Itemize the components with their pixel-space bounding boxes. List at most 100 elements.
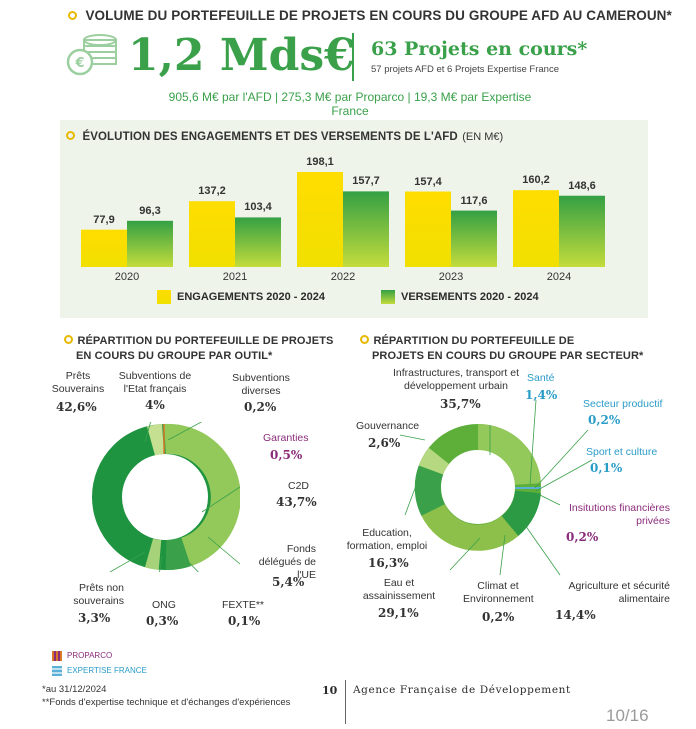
svg-text:€: € xyxy=(74,56,84,71)
bar-engagements-2021 xyxy=(189,201,235,267)
legend-engagements-swatch xyxy=(157,290,171,304)
secteur-label-gouvernance: Gouvernance xyxy=(356,420,420,432)
outil-value-subventions-etat: 4% xyxy=(145,398,165,412)
legend-versements-swatch xyxy=(381,290,395,304)
outil-value-fonds-ue: 5,4% xyxy=(272,575,305,589)
secteur-value-eau: 29,1% xyxy=(378,606,419,620)
bar-engagements-2024 xyxy=(513,190,559,267)
secteur-donut-chart xyxy=(414,423,541,551)
projects-count: 63 Projets en cours* xyxy=(371,38,588,60)
header-divider xyxy=(352,33,354,81)
outil-label-prets-souverains: Prêts Souverains xyxy=(51,370,105,395)
footnote-fexte: **Fonds d'expertise technique et d'échan… xyxy=(42,697,291,708)
bar-label-engagements-2024: 160,2 xyxy=(522,174,550,187)
outil-title-line1: RÉPARTITION DU PORTEFEUILLE DE PROJETS xyxy=(77,335,334,347)
bar-label-versements-2022: 157,7 xyxy=(352,175,380,188)
bullet-ring-icon xyxy=(68,11,77,21)
secteur-value-agriculture: 14,4% xyxy=(555,608,596,622)
outil-value-fexte: 0,1% xyxy=(228,614,261,628)
page-number: 10 xyxy=(322,684,338,697)
chart-title-row: ÉVOLUTION DES ENGAGEMENTS ET DES VERSEME… xyxy=(66,127,503,145)
bar-label-versements-2020: 96,3 xyxy=(139,204,161,217)
projects-detail: 57 projets AFD et 6 Projets Expertise Fr… xyxy=(371,64,559,75)
header-title: VOLUME DU PORTEFEUILLE DE PROJETS EN COU… xyxy=(85,8,672,23)
x-tick-2024: 2024 xyxy=(546,271,572,283)
secteur-label-sport: Sport et culture xyxy=(586,446,658,458)
outil-value-garanties: 0,5% xyxy=(270,448,303,462)
amount-breakdown: 905,6 M€ par l'AFD | 275,3 M€ par Propar… xyxy=(168,90,532,118)
secteur-label-secteur-productif: Secteur productif xyxy=(583,398,663,410)
secteur-value-secteur-productif: 0,2% xyxy=(588,413,621,427)
bar-label-versements-2021: 103,4 xyxy=(244,201,272,214)
secteur-label-eau: Eau et assainissement xyxy=(362,577,436,602)
donut-segment-infrastructures-2 xyxy=(477,423,541,486)
bar-label-engagements-2021: 137,2 xyxy=(198,185,226,198)
x-tick-2023: 2023 xyxy=(438,271,464,283)
secteur-label-education: Education, formation, emploi xyxy=(346,527,428,552)
bar-label-versements-2024: 148,6 xyxy=(568,179,596,192)
bar-versements-2022 xyxy=(343,191,389,267)
outil-title: RÉPARTITION DU PORTEFEUILLE DE PROJETS E… xyxy=(64,333,333,363)
secteur-value-institutions: 0,2% xyxy=(566,530,599,544)
secteur-value-climat: 0,2% xyxy=(482,610,515,624)
proparco-label: PROPARCO xyxy=(67,651,113,660)
donut-segment-fonds-ue xyxy=(165,537,191,570)
outil-value-ong: 0,3% xyxy=(146,614,179,628)
bar-label-engagements-2022: 198,1 xyxy=(306,156,334,168)
secteur-leader-lines xyxy=(399,399,593,576)
outil-label-c2d: C2D xyxy=(288,480,310,492)
secteur-label-agriculture: Agriculture et sécurité alimentaire xyxy=(568,580,670,605)
secteur-value-sport: 0,1% xyxy=(590,461,623,475)
x-tick-2020: 2020 xyxy=(114,271,140,283)
expertise-swatch xyxy=(52,666,62,676)
footer-divider xyxy=(345,680,346,724)
outil-value-prets-non-souverains: 3,3% xyxy=(78,611,111,625)
secteur-label-climat: Climat et Environnement xyxy=(463,580,534,605)
header-title-row: VOLUME DU PORTEFEUILLE DE PROJETS EN COU… xyxy=(68,7,672,25)
outil-label-fexte: FEXTE** xyxy=(222,599,265,611)
outil-value-c2d: 43,7% xyxy=(276,495,317,509)
legend-versements-label: VERSEMENTS 2020 - 2024 xyxy=(401,291,539,303)
donut-segment-c2d xyxy=(164,423,240,567)
donut-segment-education xyxy=(414,465,445,516)
bar-label-engagements-2020: 77,9 xyxy=(93,213,115,226)
outil-label-ong: ONG xyxy=(152,599,176,611)
chart-title: ÉVOLUTION DES ENGAGEMENTS ET DES VERSEME… xyxy=(82,131,458,143)
secteur-value-gouvernance: 2,6% xyxy=(368,436,401,450)
secteur-value-education: 16,3% xyxy=(368,556,409,570)
bullet-ring-icon xyxy=(64,335,73,345)
outil-label-garanties: Garanties xyxy=(263,432,309,444)
secteur-label-infrastructures: Infrastructures, transport et développem… xyxy=(392,367,520,392)
secteur-title-line1: RÉPARTITION DU PORTEFEUILLE DE xyxy=(373,335,575,347)
outil-label-prets-non-souverains: Prêts non souverains xyxy=(73,582,124,607)
donut-segment-prets-non-souverains xyxy=(144,538,162,570)
bar-engagements-2022 xyxy=(297,172,343,267)
outil-title-line2: EN COURS DU GROUPE PAR OUTIL* xyxy=(76,350,273,362)
donut-segment-subventions-etat xyxy=(146,424,165,456)
donut-segment-eau xyxy=(421,503,519,551)
total-amount: 1,2 Mds€ xyxy=(128,30,355,81)
bar-versements-2020 xyxy=(127,220,173,267)
proparco-swatch xyxy=(52,651,62,661)
bar-engagements-2020 xyxy=(81,229,127,267)
agency-name: Agence Française de Développement xyxy=(353,684,571,696)
outil-value-prets-souverains: 42,6% xyxy=(56,400,97,414)
coins-icon: € xyxy=(66,34,117,76)
outil-value-subventions-diverses: 0,2% xyxy=(244,400,277,414)
secteur-label-institutions: Insitutions financières privées xyxy=(569,502,670,527)
chart-unit: (EN M€) xyxy=(462,131,504,143)
bullet-ring-icon xyxy=(360,335,369,345)
outil-label-subventions-diverses: Subventions diverses xyxy=(232,372,290,397)
x-tick-2021: 2021 xyxy=(222,271,248,283)
legend-engagements-label: ENGAGEMENTS 2020 - 2024 xyxy=(177,291,325,303)
outil-label-subventions-etat: Subventions de l'Etat français xyxy=(118,370,192,395)
secteur-label-sante: Santé xyxy=(527,372,555,384)
outil-donut-chart xyxy=(92,422,240,572)
footnote-date: *au 31/12/2024 xyxy=(42,684,107,695)
secteur-title: RÉPARTITION DU PORTEFEUILLE DE PROJETS E… xyxy=(360,333,643,363)
bar-versements-2023 xyxy=(451,210,497,267)
bar-chart xyxy=(81,172,605,267)
donut-segment-agriculture xyxy=(501,490,541,537)
x-tick-2022: 2022 xyxy=(330,271,356,283)
donut-segment-gouvernance xyxy=(418,447,450,476)
